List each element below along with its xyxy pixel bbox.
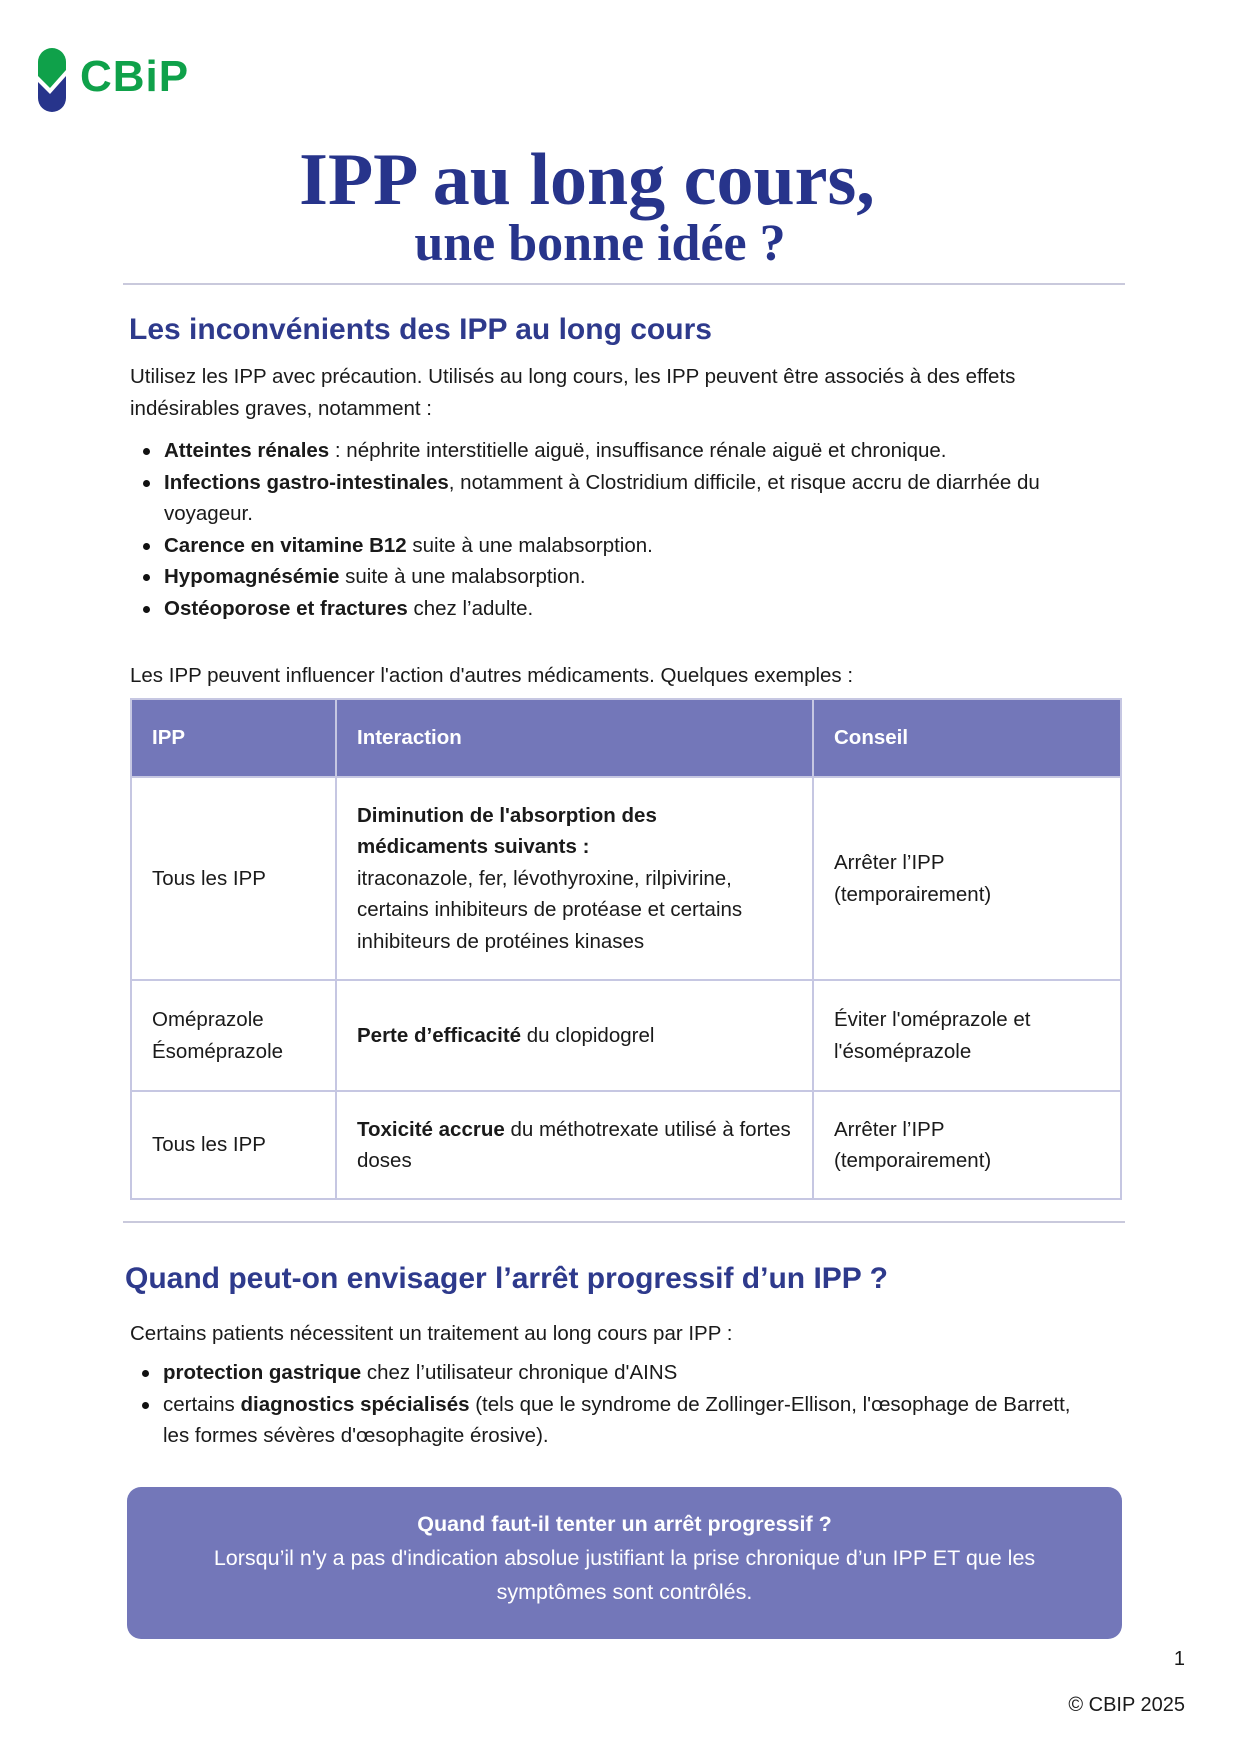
logo-text: CBiP: [80, 52, 190, 101]
interaction-text: du clopidogrel: [521, 1023, 655, 1047]
cell-interaction: Diminution de l'absorption des médicamen…: [335, 776, 814, 981]
item-bold: Infections gastro-intestinales: [164, 470, 449, 494]
interaction-bold: Toxicité accrue: [357, 1117, 505, 1141]
page-title: IPP au long cours,: [299, 139, 875, 221]
cell-conseil: Éviter l'oméprazole et l'ésoméprazole: [812, 979, 1122, 1092]
section-heading: Les inconvénients des IPP au long cours: [129, 313, 712, 346]
cell-ipp: Oméprazole Ésoméprazole: [130, 979, 337, 1092]
table-row: Tous les IPP Toxicité accrue du méthotre…: [130, 1090, 1122, 1200]
section-heading: Quand peut-on envisager l’arrêt progress…: [125, 1262, 888, 1295]
cell-conseil: Arrêter l’IPP (temporairement): [812, 776, 1122, 981]
item-bold: Carence en vitamine B12: [164, 533, 407, 557]
callout-title: Quand faut-il tenter un arrêt progressif…: [417, 1512, 832, 1536]
table-row: Tous les IPP Diminution de l'absorption …: [130, 776, 1122, 981]
item-bold: Hypomagnésémie: [164, 565, 340, 588]
cell-ipp: Tous les IPP: [130, 776, 337, 981]
header-interaction: Interaction: [335, 698, 814, 778]
item-bold: Ostéoporose et fractures: [164, 596, 408, 620]
cell-interaction: Toxicité accrue du méthotrexate utilisé …: [335, 1090, 814, 1200]
header-conseil: Conseil: [812, 698, 1122, 778]
interactions-table: IPP Interaction Conseil Tous les IPP Dim…: [130, 698, 1122, 1200]
cell-ipp: Tous les IPP: [130, 1090, 337, 1200]
table-row: Oméprazole Ésoméprazole Perte d’efficaci…: [130, 979, 1122, 1092]
callout-text: Lorsqu’il n'y a pas d'indication absolue…: [213, 1546, 1036, 1604]
interaction-bold: Diminution de l'absorption des médicamen…: [357, 803, 657, 859]
item-text: , notamment à Clostridium difficile, et …: [164, 470, 1040, 526]
item-text: suite à une malabsorption.: [339, 565, 586, 588]
item-text: chez l’utilisateur chronique d'AINS: [361, 1361, 678, 1384]
section-intro: Utilisez les IPP avec précaution. Utilis…: [130, 365, 1016, 420]
cell-conseil: Arrêter l’IPP (temporairement): [812, 1090, 1122, 1200]
item-bold: diagnostics spécialisés: [240, 1392, 470, 1416]
interaction-bold: Perte d’efficacité: [357, 1023, 522, 1047]
interaction-text: itraconazole, fer, lévothyroxine, rilpiv…: [357, 866, 743, 953]
item-text: : néphrite interstitielle aiguë, insuffi…: [329, 439, 947, 462]
list-item: Carence en vitamine B12 suite à une mala…: [141, 530, 1116, 562]
cell-interaction: Perte d’efficacité du clopidogrel: [335, 979, 814, 1092]
divider: [123, 1221, 1125, 1223]
list-item: Hypomagnésémie suite à une malabsorption…: [141, 561, 1116, 593]
item-bold: protection gastrique: [163, 1361, 362, 1384]
side-effects-list: Atteintes rénales : néphrite interstitie…: [141, 435, 1116, 624]
copyright: © CBIP 2025: [1068, 1694, 1185, 1716]
list-item: protection gastrique chez l’utilisateur …: [140, 1357, 1100, 1389]
pill-check-icon: [38, 48, 66, 112]
item-bold: Atteintes rénales: [164, 439, 330, 462]
item-text: certains: [163, 1392, 241, 1416]
page-subtitle: une bonne idée ?: [414, 215, 786, 272]
item-text: chez l’adulte.: [407, 596, 534, 620]
list-item: Atteintes rénales : néphrite interstitie…: [141, 435, 1116, 467]
item-text: suite à une malabsorption.: [406, 533, 653, 557]
callout-box: Quand faut-il tenter un arrêt progressif…: [127, 1487, 1122, 1639]
table-intro: Les IPP peuvent influencer l'action d'au…: [130, 664, 854, 687]
indications-list: protection gastrique chez l’utilisateur …: [140, 1357, 1100, 1452]
list-item: certains diagnostics spécialisés (tels q…: [140, 1389, 1100, 1452]
table-header-row: IPP Interaction Conseil: [130, 698, 1122, 778]
header-ipp: IPP: [130, 698, 337, 778]
list-item: Ostéoporose et fractures chez l’adulte.: [141, 593, 1116, 625]
item-text: (tels que le syndrome de Zollinger-Ellis…: [163, 1392, 1071, 1448]
interaction-text: du méthotrexate utilisé à fortes doses: [357, 1117, 791, 1173]
cbip-logo: CBiP: [38, 48, 188, 114]
section-intro: Certains patients nécessitent un traitem…: [130, 1322, 733, 1345]
list-item: Infections gastro-intestinales, notammen…: [141, 467, 1116, 530]
divider: [123, 283, 1125, 285]
page-number: 1: [1173, 1648, 1185, 1670]
